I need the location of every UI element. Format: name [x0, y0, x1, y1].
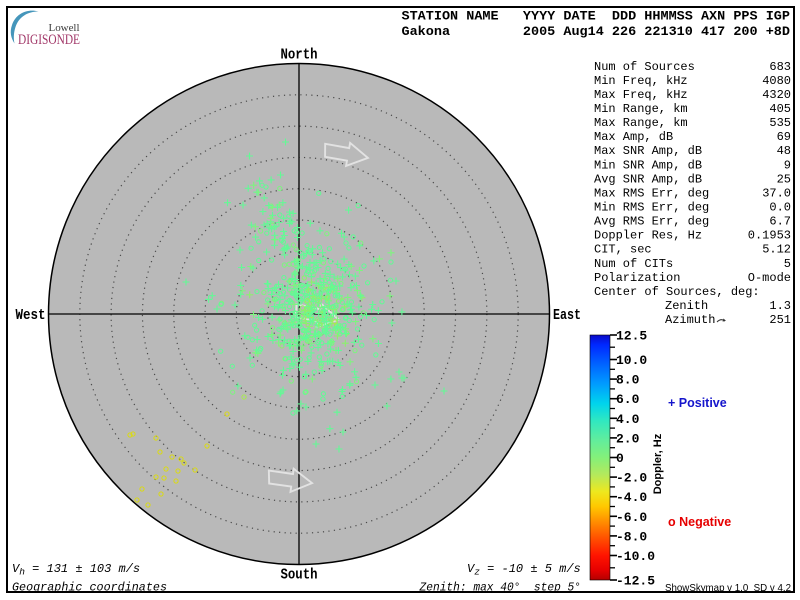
- svg-text:South: South: [281, 568, 318, 584]
- svg-text:Max Range, km: Max Range, km: [594, 116, 688, 130]
- svg-text:Min RMS Err, deg: Min RMS Err, deg: [594, 201, 709, 215]
- svg-text:405: 405: [769, 102, 791, 116]
- svg-text:251: 251: [769, 313, 791, 327]
- svg-text:Zenith: Zenith: [665, 299, 708, 313]
- svg-text:Geographic coordinates: Geographic coordinates: [12, 581, 167, 595]
- svg-text:1.3: 1.3: [769, 299, 791, 313]
- svg-text:0: 0: [616, 451, 624, 466]
- svg-text:ShowSkymap v 1.0 SD v 4.2: ShowSkymap v 1.0 SD v 4.2: [665, 582, 791, 594]
- svg-text:DIGISONDE: DIGISONDE: [18, 32, 80, 48]
- svg-text:Max Amp, dB: Max Amp, dB: [594, 130, 673, 144]
- svg-text:8.0: 8.0: [616, 373, 640, 388]
- svg-text:Azimuth: Azimuth: [665, 313, 715, 327]
- svg-text:Num of CITs: Num of CITs: [594, 257, 673, 271]
- svg-text:6.7: 6.7: [769, 215, 791, 229]
- svg-text:69: 69: [777, 130, 791, 144]
- svg-text:STATION NAME YYYY DATE DDD: STATION NAME YYYY DATE DDD HHMMSS AXN PP…: [402, 9, 791, 24]
- svg-text:12.5: 12.5: [616, 329, 647, 344]
- svg-text:25: 25: [777, 172, 791, 186]
- svg-text:Polarization: Polarization: [594, 271, 680, 285]
- svg-text:0.0: 0.0: [769, 201, 791, 215]
- svg-text:5: 5: [784, 257, 791, 271]
- svg-text:683: 683: [769, 60, 791, 74]
- svg-text:North: North: [281, 48, 318, 64]
- svg-text:O-mode: O-mode: [748, 271, 791, 285]
- svg-text:Max SNR Amp, dB: Max SNR Amp, dB: [594, 144, 702, 158]
- svg-text:0.1953: 0.1953: [748, 229, 791, 243]
- svg-text:Avg SNR Amp, dB: Avg SNR Amp, dB: [594, 172, 702, 186]
- svg-text:48: 48: [777, 144, 791, 158]
- svg-text:Doppler Res, Hz: Doppler Res, Hz: [594, 229, 702, 243]
- svg-text:West: West: [16, 308, 46, 324]
- svg-text:2.0: 2.0: [616, 431, 640, 446]
- svg-text:Vz = -10 ± 5 m/s: Vz = -10 ± 5 m/s: [467, 562, 581, 578]
- svg-text:-2.0: -2.0: [616, 471, 647, 486]
- svg-text:Gakona 2005 Aug14 226: Gakona 2005 Aug14 226 221310 417 200 +8D: [402, 24, 791, 39]
- svg-text:535: 535: [769, 116, 791, 130]
- svg-text:4.0: 4.0: [616, 412, 640, 427]
- svg-text:Max RMS Err, deg: Max RMS Err, deg: [594, 186, 709, 200]
- svg-text:Doppler, Hz: Doppler, Hz: [652, 433, 664, 494]
- svg-text:Max Freq, kHz: Max Freq, kHz: [594, 88, 688, 102]
- svg-text:4320: 4320: [762, 88, 791, 102]
- svg-text:10.0: 10.0: [616, 353, 647, 368]
- svg-text:Vh = 131 ± 103 m/s: Vh = 131 ± 103 m/s: [12, 562, 140, 578]
- svg-text:6.0: 6.0: [616, 392, 640, 407]
- svg-text:-8.0: -8.0: [616, 529, 647, 544]
- svg-text:Zenith: max 40° step 5°: Zenith: max 40° step 5°: [419, 581, 581, 595]
- svg-text:4080: 4080: [762, 74, 791, 88]
- svg-text:9: 9: [784, 158, 791, 172]
- svg-text:37.0: 37.0: [762, 186, 791, 200]
- svg-text:-10.0: -10.0: [616, 549, 655, 564]
- svg-text:Lowell: Lowell: [49, 22, 80, 34]
- svg-text:Center of Sources, deg:: Center of Sources, deg:: [594, 285, 760, 299]
- svg-text:-6.0: -6.0: [616, 510, 647, 525]
- svg-text:Num of Sources: Num of Sources: [594, 60, 695, 74]
- svg-text:Min Range, km: Min Range, km: [594, 102, 688, 116]
- svg-text:Min SNR Amp, dB: Min SNR Amp, dB: [594, 158, 702, 172]
- svg-text:Min Freq, kHz: Min Freq, kHz: [594, 74, 688, 88]
- svg-text:-4.0: -4.0: [616, 490, 647, 505]
- svg-text:CIT, sec: CIT, sec: [594, 243, 652, 257]
- svg-text:-12.5: -12.5: [616, 574, 655, 589]
- svg-text:+ Positive: + Positive: [668, 396, 727, 410]
- svg-text:o Negative: o Negative: [668, 515, 731, 529]
- svg-text:5.12: 5.12: [762, 243, 791, 257]
- svg-text:Avg RMS Err, deg: Avg RMS Err, deg: [594, 215, 709, 229]
- svg-text:East: East: [553, 308, 581, 324]
